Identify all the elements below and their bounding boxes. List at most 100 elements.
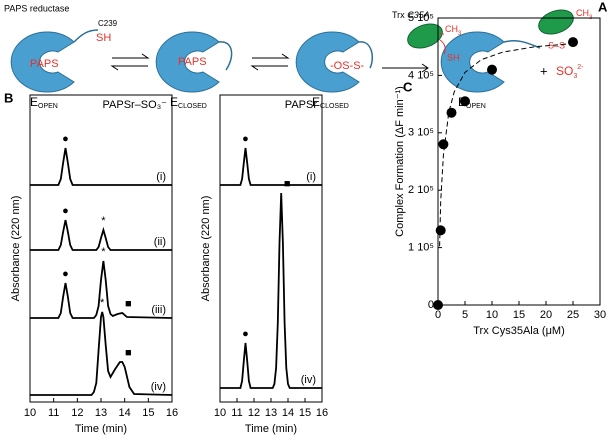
x-tick-label: 12 <box>248 407 260 419</box>
x-tick-label: 10 <box>214 407 226 419</box>
y-tick-label: 5 10⁵ <box>408 12 434 24</box>
x-axis-label: Time (min) <box>245 423 297 435</box>
peak-marker: ■ <box>125 298 132 310</box>
peak-marker: ● <box>62 133 69 145</box>
peak-marker: * <box>101 246 106 258</box>
x-tick-label: 11 <box>231 407 242 419</box>
trace-label: (iv) <box>301 374 316 386</box>
methyl-main: CH <box>576 8 589 18</box>
trx-thiol: SH <box>447 52 460 62</box>
data-point <box>446 107 457 118</box>
data-point <box>568 37 578 48</box>
methyl: CH3 <box>445 24 462 36</box>
x-tick-label: 15 <box>513 309 525 321</box>
x-tick-label: 11 <box>48 407 59 419</box>
x-tick-label: 10 <box>24 407 36 419</box>
c-terminal-tail <box>73 29 99 43</box>
reaction-arrow <box>382 63 429 73</box>
peak-marker: ■ <box>284 178 291 190</box>
y-axis-label: Absorbance (220 nm) <box>200 196 212 302</box>
peak-marker: * <box>101 215 106 227</box>
trace <box>30 219 172 251</box>
c-terminal-tail <box>358 41 373 69</box>
plot-frame <box>219 94 323 403</box>
state: EOPEN <box>30 95 58 110</box>
state-main: E <box>170 95 178 109</box>
peak-marker: ● <box>242 328 249 340</box>
intermediate: -OS-S- <box>330 60 365 72</box>
y-axis-label: Complex Formation (ΔF min⁻¹) <box>394 86 406 237</box>
x-axis-label: Time (min) <box>75 423 127 435</box>
methyl-sub: 3 <box>458 31 462 37</box>
substrate: PAPS <box>178 56 207 68</box>
data-point <box>433 300 443 310</box>
x-tick-label: 10 <box>486 309 498 321</box>
panel-label: B <box>4 90 13 105</box>
thioredoxin <box>538 9 574 35</box>
scheme: A PAPS reductase C239 SH PAPS PAPS -OS-S… <box>4 0 608 110</box>
chart-title: PAPSr <box>285 99 318 111</box>
x-tick-label: 20 <box>540 309 552 321</box>
y-tick-label: 2 10⁵ <box>408 184 434 196</box>
state-main: E <box>312 95 320 109</box>
x-tick-label: 30 <box>594 309 606 321</box>
trace <box>30 147 172 186</box>
x-axis-label: Trx Cys35Ala (μM) <box>473 325 565 337</box>
trace <box>30 260 173 319</box>
trx-mutant: C35A <box>407 10 430 20</box>
x-tick-label: 5 <box>462 309 468 321</box>
data-point <box>460 96 470 107</box>
peak-marker: ■ <box>125 347 132 359</box>
enzyme <box>10 31 75 93</box>
y-tick-label: 1 10⁵ <box>408 242 434 254</box>
equilibrium-arrow <box>250 53 290 71</box>
residue: C239 <box>98 19 118 28</box>
data-point <box>435 225 446 236</box>
trace <box>220 192 322 389</box>
trace-label: (iv) <box>151 381 166 393</box>
trace-label: (i) <box>156 171 166 183</box>
trace-label: (ii) <box>154 236 166 248</box>
trace-label: (iii) <box>151 304 166 316</box>
state-sub: CLOSED <box>320 103 349 110</box>
state-sub: OPEN <box>38 103 58 110</box>
peak-marker: ● <box>242 133 249 145</box>
y-axis-label: Absorbance (220 nm) <box>10 196 22 302</box>
enzyme-name: PAPS reductase <box>4 3 69 13</box>
methyl: CH3 <box>576 8 593 20</box>
equilibrium-arrow <box>110 53 150 71</box>
x-tick-label: 0 <box>435 309 441 321</box>
trx-bond <box>439 33 446 55</box>
peak-marker: * <box>100 297 105 309</box>
methyl-main: CH <box>445 24 458 34</box>
substrate: PAPS <box>30 58 59 70</box>
x-tick-label: 13 <box>265 407 277 419</box>
peak-marker: ● <box>62 268 69 280</box>
peak-marker: ● <box>62 205 69 217</box>
thiol: SH <box>96 32 111 44</box>
trx-prefix: Trx <box>392 10 405 20</box>
chart-title: PAPSr–SO₃⁻ <box>103 99 168 111</box>
x-tick-label: 14 <box>282 407 294 419</box>
x-tick-label: 25 <box>567 309 579 321</box>
c-terminal-tail <box>218 41 233 71</box>
state: ECLOSED <box>170 95 207 110</box>
thioredoxin <box>407 23 443 49</box>
x-tick-label: 15 <box>299 407 311 419</box>
data-point <box>487 64 497 75</box>
trace <box>30 311 173 396</box>
fit-curve <box>439 43 574 247</box>
enzyme <box>295 31 360 93</box>
x-tick-label: 15 <box>142 407 154 419</box>
enzyme <box>440 31 505 93</box>
y-tick-label: 4 10⁵ <box>408 69 434 81</box>
x-tick-label: 14 <box>119 407 131 419</box>
state-sub: CLOSED <box>178 103 207 110</box>
sulfite-sub: 3 <box>573 73 577 80</box>
sulfite-main: SO <box>556 64 573 78</box>
x-tick-label: 16 <box>316 407 328 419</box>
y-tick-label: 0 <box>428 299 434 311</box>
sulfite: SO32- <box>556 64 584 80</box>
c-terminal-tail <box>503 40 541 49</box>
plus: + <box>540 63 548 78</box>
